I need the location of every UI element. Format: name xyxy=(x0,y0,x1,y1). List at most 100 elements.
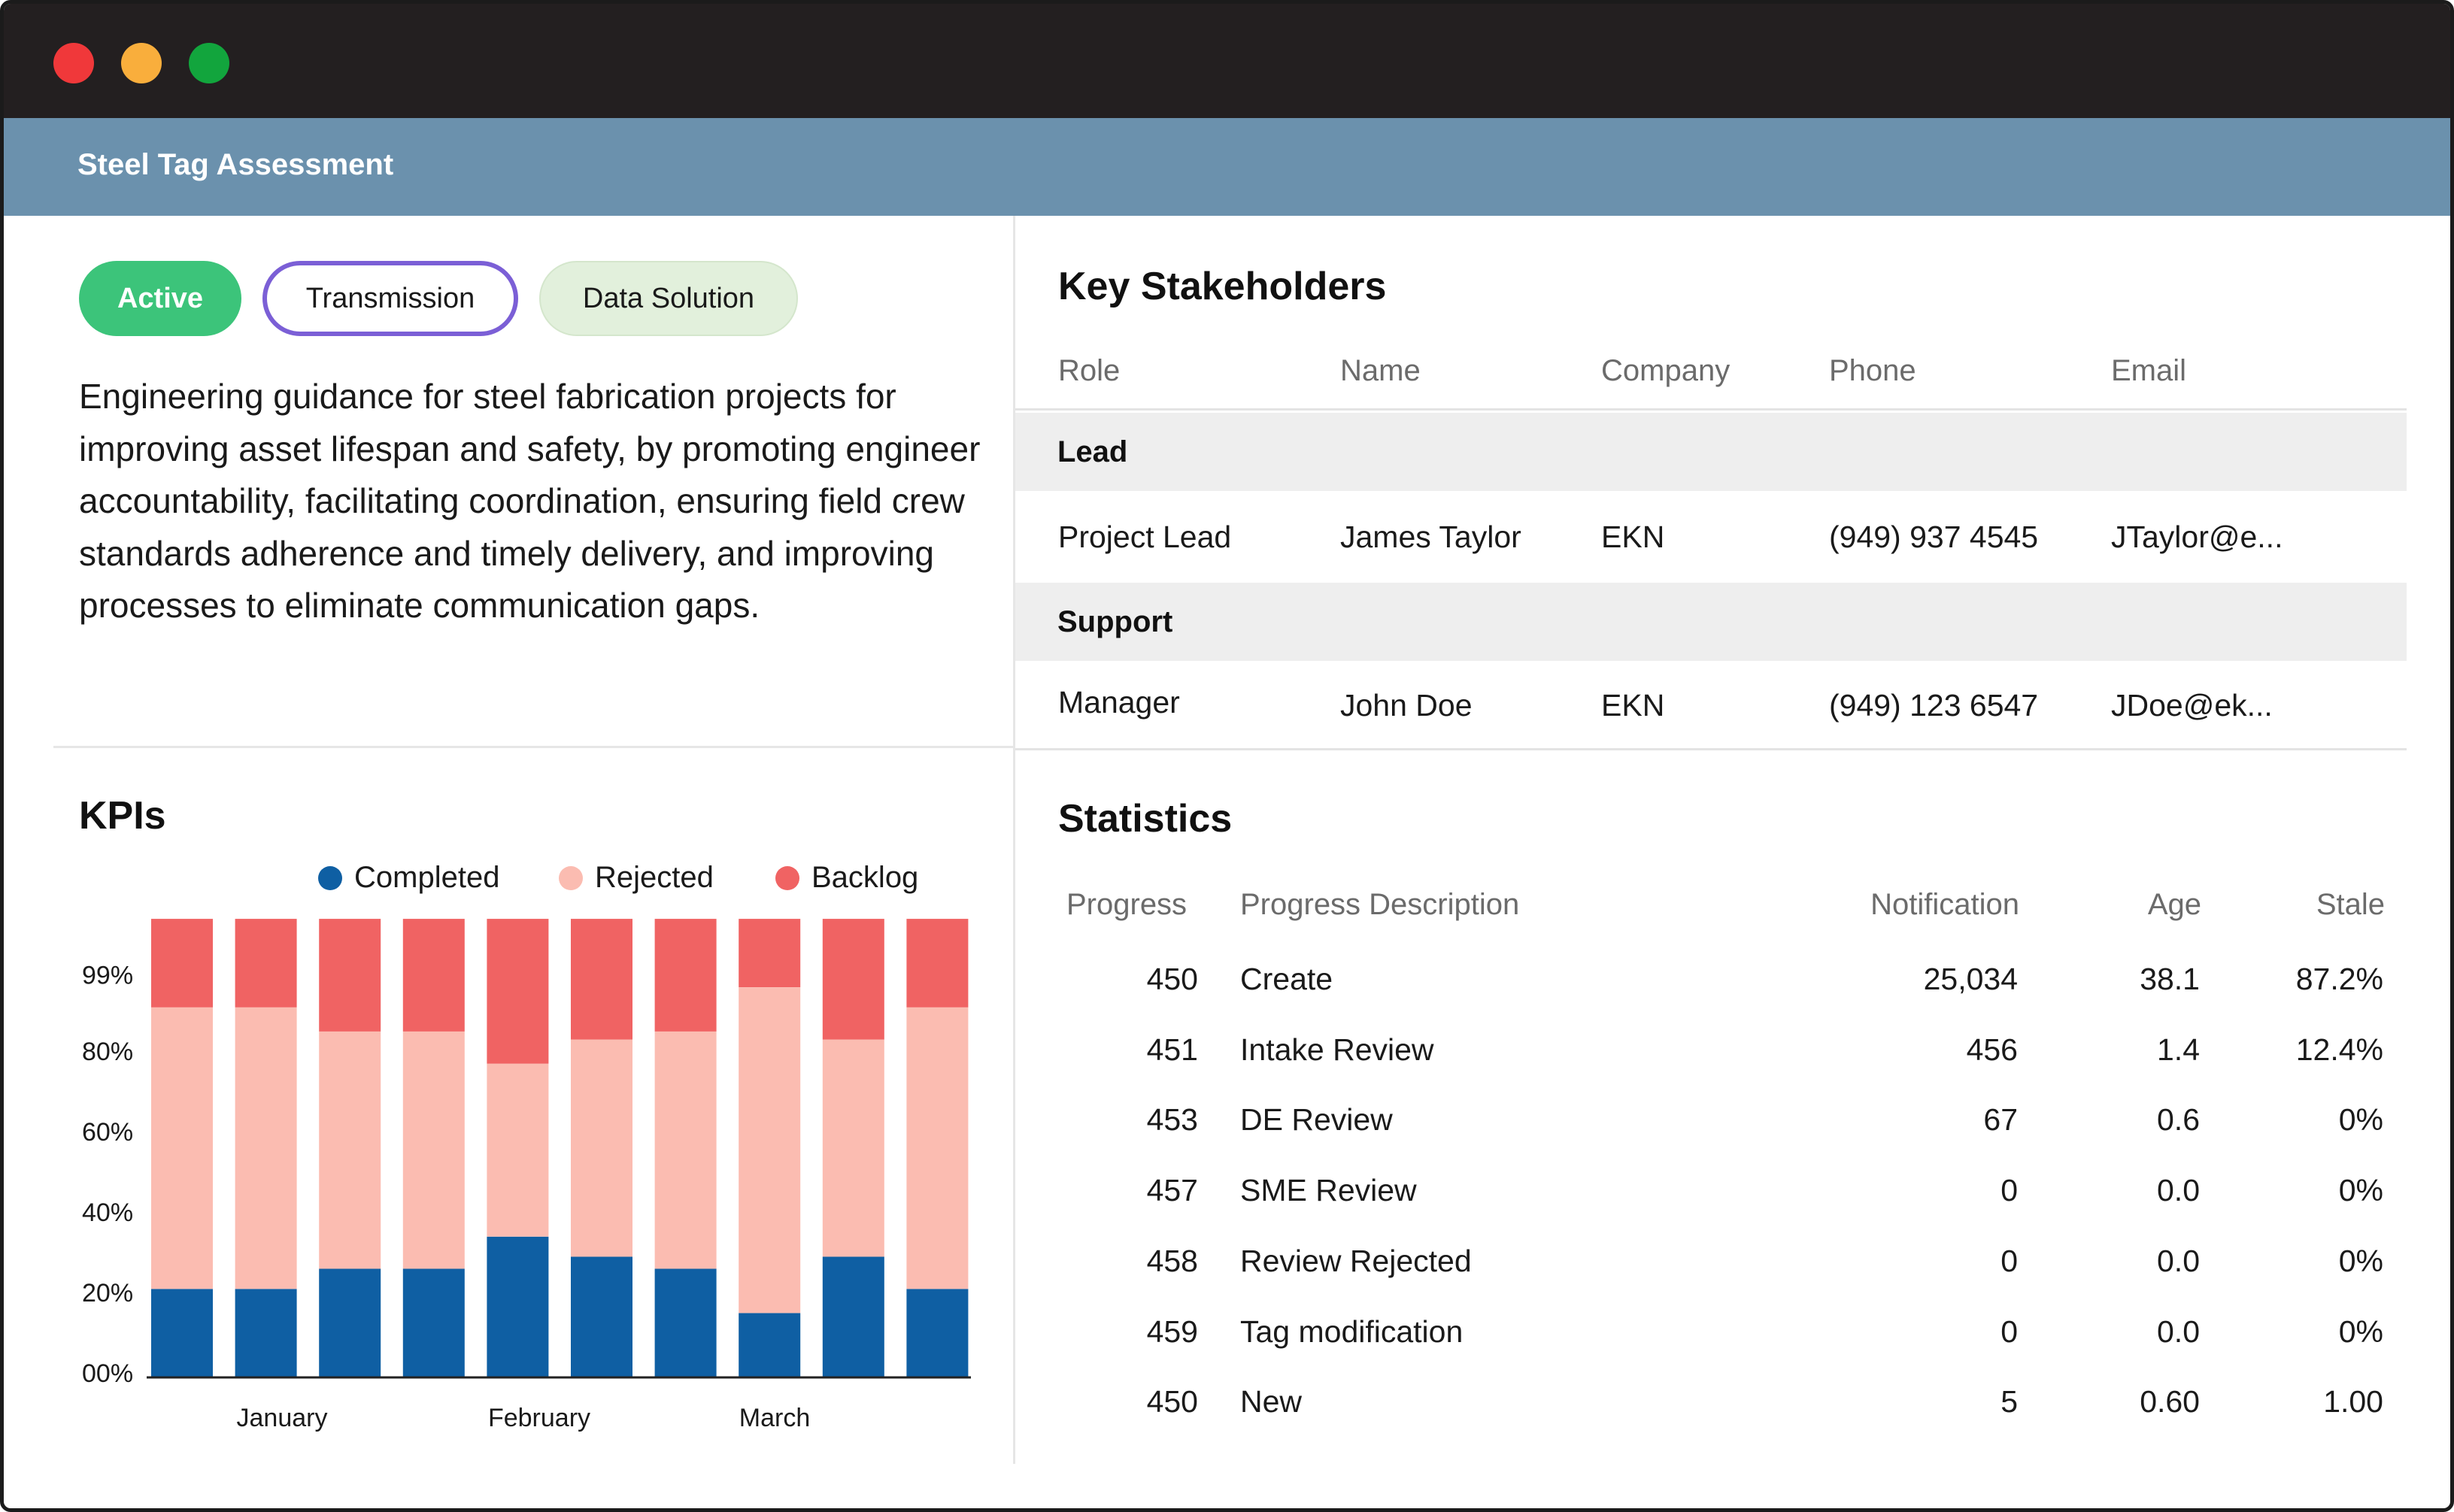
column-divider xyxy=(1013,216,1015,1464)
bar-segment-backlog xyxy=(151,919,213,1007)
y-tick-label: 20% xyxy=(82,1279,133,1307)
stat-notification: 0 xyxy=(2001,1244,2018,1278)
stat-description: Intake Review xyxy=(1240,1032,1434,1067)
stat-description: SME Review xyxy=(1240,1173,1417,1207)
bar-segment-rejected xyxy=(487,1063,549,1237)
stat-stale: 1.00 xyxy=(2323,1384,2383,1419)
bar-segment-completed xyxy=(319,1268,381,1377)
legend-swatch-completed xyxy=(318,865,342,890)
stat-progress: 459 xyxy=(1146,1314,1198,1349)
stat-notification: 456 xyxy=(1966,1032,2018,1067)
stakeholder-role: Project Lead xyxy=(1058,520,1232,554)
x-tick-label: March xyxy=(739,1404,810,1432)
bar-segment-completed xyxy=(235,1289,297,1377)
stat-stale: 0% xyxy=(2338,1102,2383,1137)
bar-segment-completed xyxy=(654,1268,717,1377)
bar-segment-backlog xyxy=(235,919,297,1007)
column-header-progress: Progress xyxy=(1066,888,1188,921)
y-tick-label: 60% xyxy=(82,1118,133,1147)
bar-segment-rejected xyxy=(822,1039,884,1257)
y-tick-label: 99% xyxy=(82,961,133,989)
legend-label-backlog: Backlog xyxy=(811,861,919,894)
stat-age: 0.60 xyxy=(2140,1384,2200,1419)
column-header-company: Company xyxy=(1601,354,1731,387)
bar-segment-completed xyxy=(402,1268,465,1377)
stat-progress: 458 xyxy=(1146,1244,1198,1278)
app-header: Steel Tag Assessment xyxy=(4,118,2450,216)
stat-description: Tag modification xyxy=(1240,1314,1464,1349)
stat-age: 38.1 xyxy=(2140,962,2200,996)
column-header-stale: Stale xyxy=(2316,888,2385,921)
stat-description: Review Rejected xyxy=(1240,1244,1472,1278)
kpi-bar-chart: 00% 20% 40% 60% 80% 99% January February March xyxy=(82,919,971,1432)
stat-progress: 450 xyxy=(1146,962,1198,996)
stat-age: 0.0 xyxy=(2157,1314,2200,1349)
stakeholder-company: EKN xyxy=(1601,688,1665,723)
table-header-divider xyxy=(1015,408,2407,411)
stat-notification: 67 xyxy=(1983,1102,2018,1137)
tag-data-solution[interactable]: Data Solution xyxy=(539,261,798,336)
stat-stale: 0% xyxy=(2338,1244,2383,1278)
legend-completed: Completed xyxy=(318,861,499,895)
x-tick-label: February xyxy=(488,1404,590,1432)
stat-age: 0.0 xyxy=(2157,1244,2200,1278)
bar-segment-rejected xyxy=(654,1031,717,1269)
legend-label-rejected: Rejected xyxy=(595,861,714,894)
section-divider xyxy=(53,746,1013,748)
stat-age: 0.0 xyxy=(2157,1173,2200,1207)
bar-segment-completed xyxy=(487,1236,549,1378)
bar-segment-rejected xyxy=(319,1031,381,1269)
stat-description: DE Review xyxy=(1240,1102,1393,1137)
bar-segment-backlog xyxy=(906,919,969,1007)
stat-progress: 457 xyxy=(1146,1173,1198,1207)
bar-segment-backlog xyxy=(654,919,717,1032)
window-titlebar xyxy=(4,4,2450,118)
statistics-title: Statistics xyxy=(1058,797,1233,841)
column-header-email: Email xyxy=(2111,354,2187,387)
stakeholder-phone[interactable]: (949) 937 4545 xyxy=(1829,520,2039,554)
stat-notification: 0 xyxy=(2001,1173,2018,1207)
bar-segment-rejected xyxy=(151,1007,213,1289)
minimize-window-button[interactable] xyxy=(121,43,162,83)
stat-age: 1.4 xyxy=(2157,1032,2200,1067)
bar-segment-rejected xyxy=(571,1039,632,1257)
stakeholder-phone[interactable]: (949) 123 6547 xyxy=(1829,688,2039,723)
stat-notification: 0 xyxy=(2001,1314,2018,1349)
bar-segment-rejected xyxy=(906,1007,969,1289)
bar-segment-backlog xyxy=(739,919,801,987)
stakeholder-name: James Taylor xyxy=(1340,520,1521,554)
bar-segment-backlog xyxy=(822,919,884,1040)
legend-label-completed: Completed xyxy=(354,861,500,894)
stakeholder-name: John Doe xyxy=(1340,688,1473,723)
y-tick-label: 80% xyxy=(82,1038,133,1066)
stat-progress: 451 xyxy=(1146,1032,1198,1067)
stakeholders-title: Key Stakeholders xyxy=(1058,265,1387,308)
column-header-notification: Notification xyxy=(1870,888,2019,921)
stakeholder-email[interactable]: JTaylor@e... xyxy=(2111,520,2283,554)
bar-segment-backlog xyxy=(571,919,632,1040)
column-header-role: Role xyxy=(1058,354,1121,387)
kpis-title: KPIs xyxy=(79,794,166,838)
close-window-button[interactable] xyxy=(53,43,94,83)
stat-stale: 0% xyxy=(2338,1173,2383,1207)
legend-swatch-rejected xyxy=(559,865,583,890)
column-header-phone: Phone xyxy=(1829,354,1916,387)
column-header-progress-description: Progress Description xyxy=(1240,888,1520,921)
bar-segment-rejected xyxy=(739,987,801,1314)
legend-rejected: Rejected xyxy=(559,861,714,895)
stat-description: New xyxy=(1240,1384,1303,1419)
legend-swatch-backlog xyxy=(775,865,799,890)
y-tick-label: 40% xyxy=(82,1198,133,1227)
stat-age: 0.6 xyxy=(2157,1102,2200,1137)
tag-transmission[interactable]: Transmission xyxy=(262,261,518,336)
column-header-age: Age xyxy=(2147,888,2201,921)
status-badge-active[interactable]: Active xyxy=(79,261,241,336)
bar-segment-completed xyxy=(822,1256,884,1377)
stakeholder-email[interactable]: JDoe@ek... xyxy=(2111,688,2273,723)
stat-stale: 12.4% xyxy=(2295,1032,2383,1067)
stat-notification: 25,034 xyxy=(1923,962,2018,996)
group-row-support: Support xyxy=(1015,583,2407,661)
project-description: Engineering guidance for steel fabricati… xyxy=(79,377,981,625)
maximize-window-button[interactable] xyxy=(189,43,229,83)
bar-segment-backlog xyxy=(487,919,549,1064)
